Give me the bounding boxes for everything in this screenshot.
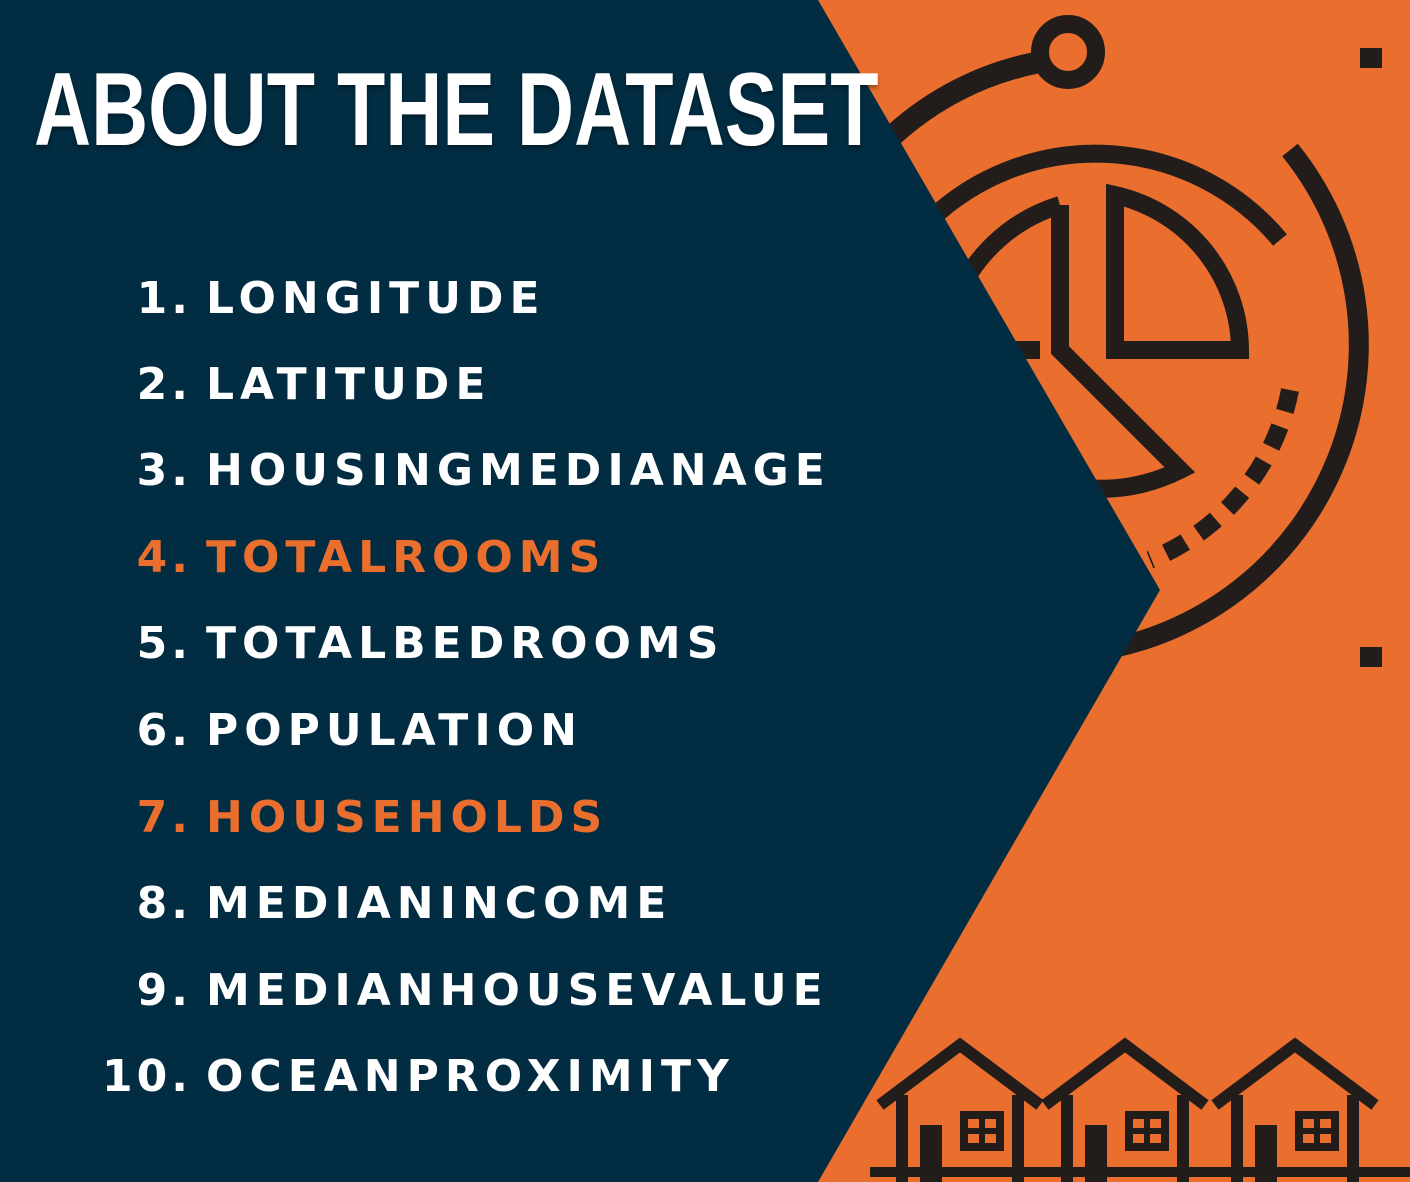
item-number: 6. — [136, 705, 192, 756]
item-number: 10. — [102, 1051, 192, 1102]
list-item: 1. LONGITUDE — [0, 269, 900, 329]
item-number: 2. — [136, 359, 192, 410]
corner-marker-icon — [1360, 48, 1382, 667]
item-number: 7. — [136, 792, 192, 843]
list-item: 8. MEDIANINCOME — [0, 874, 900, 934]
item-number: 5. — [136, 618, 192, 669]
list-item: 10. OCEANPROXIMITY — [0, 1047, 900, 1107]
list-item: 5. TOTALBEDROOMS — [0, 614, 900, 674]
item-number: 3. — [136, 445, 192, 496]
list-item: 7. HOUSEHOLDS — [0, 788, 900, 848]
item-label: HOUSINGMEDIANAGE — [206, 445, 831, 496]
list-item: 4. TOTALROOMS — [0, 528, 900, 588]
list-item: 9. MEDIANHOUSEVALUE — [0, 961, 900, 1021]
list-item: 2. LATITUDE — [0, 355, 900, 415]
item-number: 4. — [136, 532, 192, 583]
item-label: TOTALROOMS — [206, 532, 607, 583]
house-icon — [870, 1037, 1410, 1182]
item-label: LATITUDE — [206, 359, 492, 410]
item-number: 8. — [136, 878, 192, 929]
item-number: 9. — [136, 965, 192, 1016]
item-label: LONGITUDE — [206, 273, 546, 324]
item-label: MEDIANHOUSEVALUE — [206, 965, 829, 1016]
item-label: POPULATION — [206, 705, 583, 756]
list-item: 3. HOUSINGMEDIANAGE — [0, 441, 900, 501]
item-label: OCEANPROXIMITY — [206, 1051, 735, 1102]
page-title: ABOUT THE DATASET — [34, 52, 879, 168]
item-label: TOTALBEDROOMS — [206, 618, 725, 669]
list-item: 6. POPULATION — [0, 701, 900, 761]
item-label: MEDIANINCOME — [206, 878, 673, 929]
item-label: HOUSEHOLDS — [206, 792, 609, 843]
item-number: 1. — [136, 273, 192, 324]
